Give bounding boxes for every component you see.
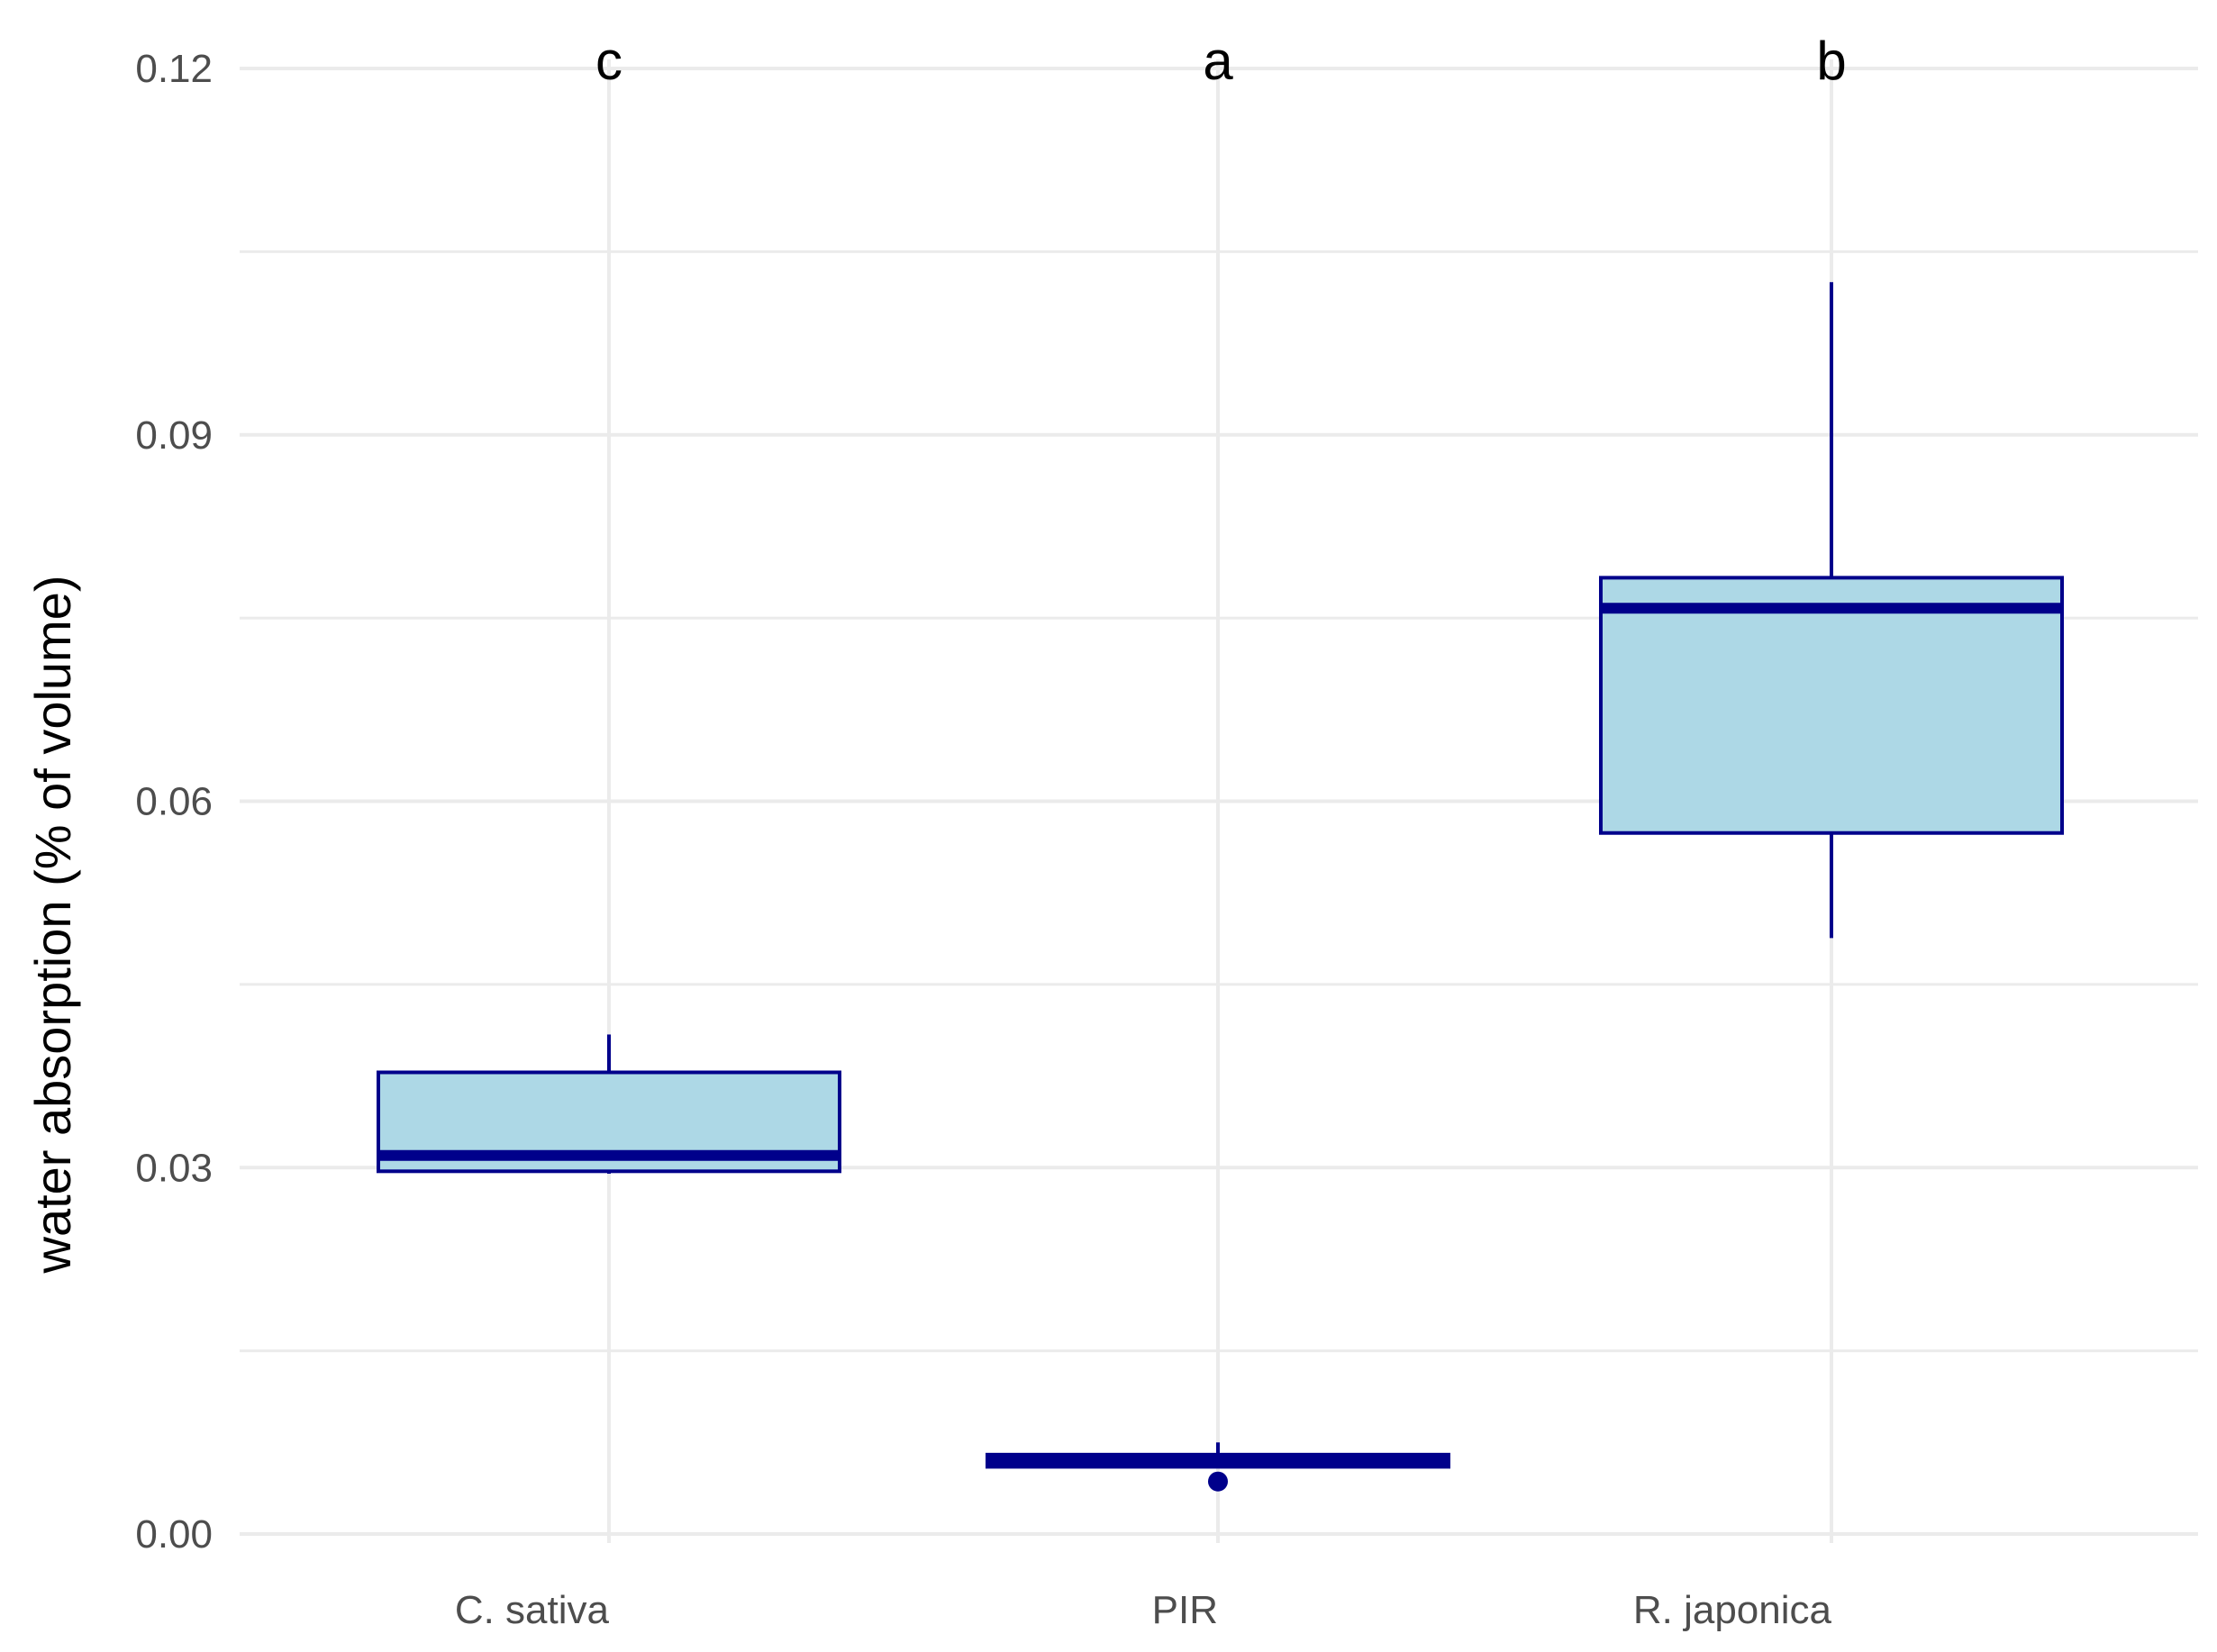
y-tick-label: 0.12 bbox=[135, 47, 213, 91]
x-tick-label: C. sativa bbox=[455, 1588, 610, 1632]
box-iqr bbox=[1599, 576, 2064, 835]
y-tick-label: 0.06 bbox=[135, 780, 213, 824]
y-tick-label: 0.09 bbox=[135, 413, 213, 458]
x-axis-ticks: C. sativa PIR R. japonica bbox=[455, 1588, 1832, 1632]
y-tick-label: 0.03 bbox=[135, 1146, 213, 1190]
group-letter: b bbox=[1816, 31, 1846, 91]
box-r-japonica bbox=[1599, 282, 2064, 939]
y-tick-label: 0.00 bbox=[135, 1512, 213, 1557]
box-c-sativa bbox=[377, 1034, 841, 1175]
box-plot-boxes bbox=[377, 282, 2064, 1492]
y-axis-title: water absorption (% of volume) bbox=[24, 575, 81, 1274]
x-tick-label: PIR bbox=[1152, 1588, 1218, 1632]
x-tick-label: R. japonica bbox=[1633, 1588, 1832, 1632]
group-letter: a bbox=[1203, 31, 1233, 91]
outlier-point bbox=[1208, 1471, 1228, 1492]
y-axis-ticks: 0.00 0.03 0.06 0.09 0.12 bbox=[135, 47, 213, 1557]
group-letter: c bbox=[595, 31, 622, 91]
box-pir bbox=[986, 1442, 1450, 1492]
